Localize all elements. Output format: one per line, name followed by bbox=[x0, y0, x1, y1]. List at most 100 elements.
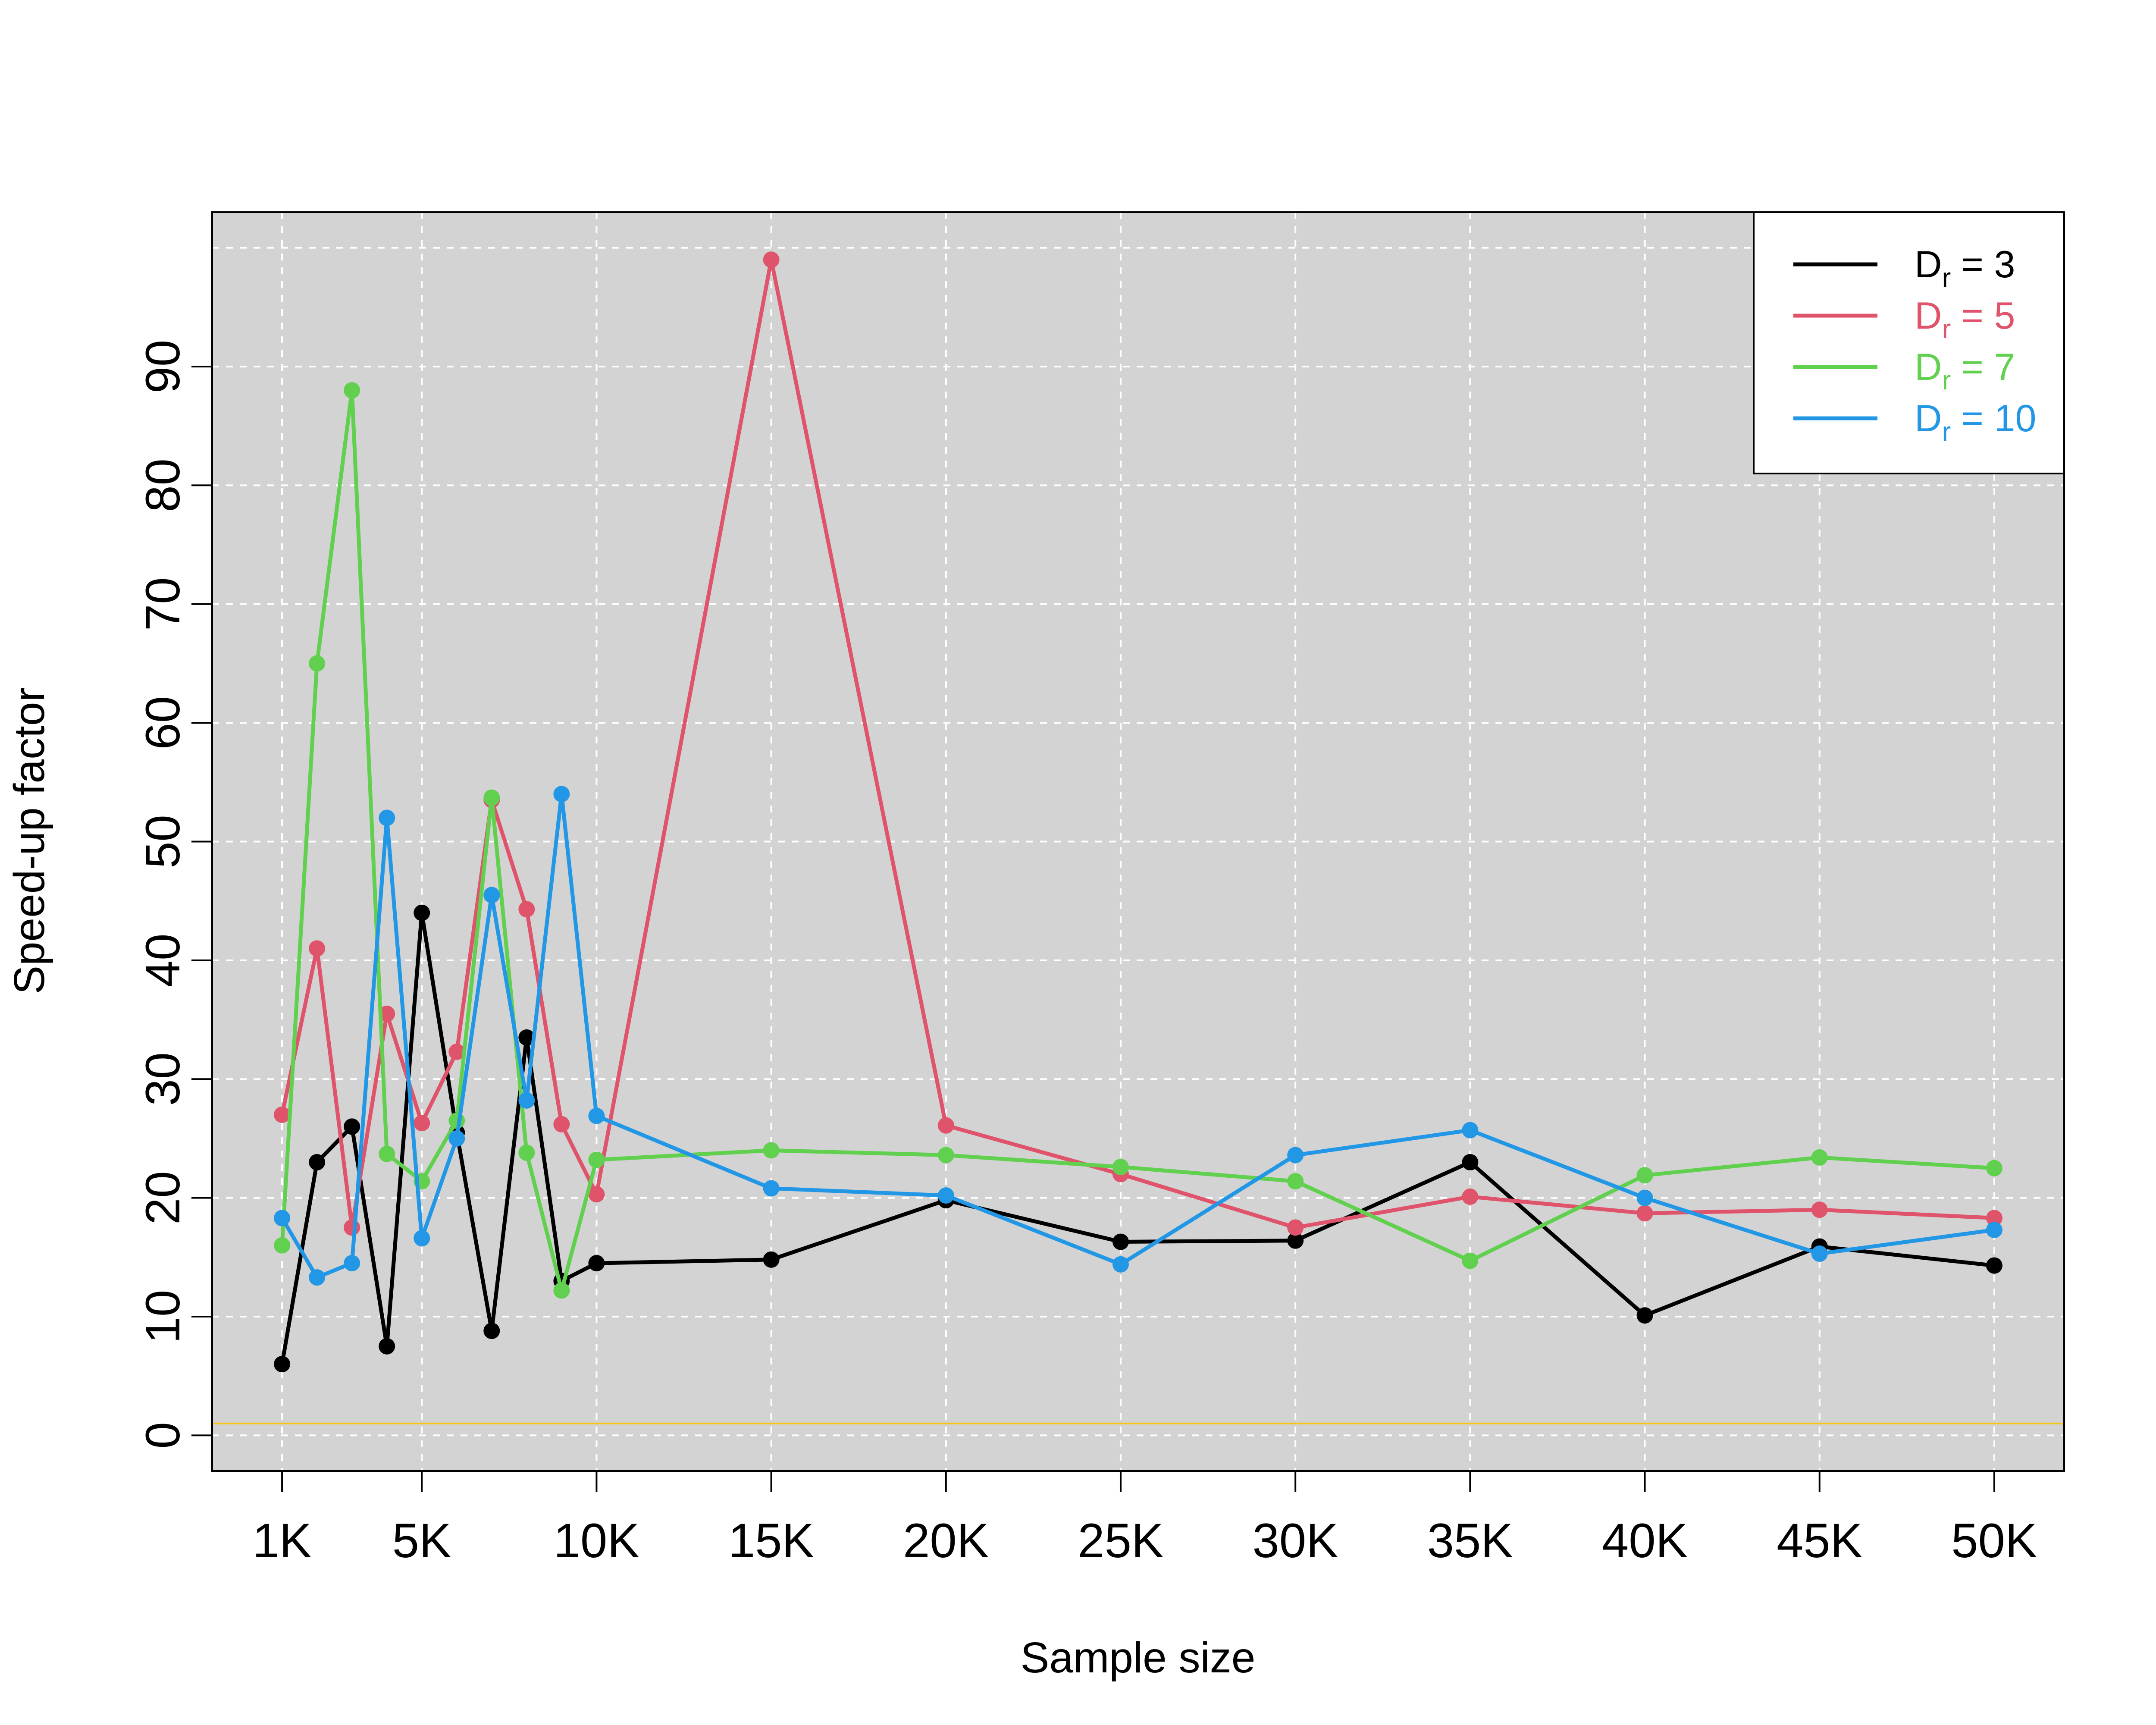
series-line bbox=[280, 911, 1995, 1364]
data-point bbox=[1462, 1188, 1479, 1205]
data-point bbox=[309, 1269, 326, 1286]
data-point bbox=[448, 1043, 465, 1060]
data-point bbox=[1112, 1159, 1129, 1176]
data-point bbox=[344, 1255, 360, 1272]
data-point bbox=[1287, 1219, 1304, 1236]
x-axis-label: Sample size bbox=[1021, 1634, 1256, 1682]
legend-label: Dr = 3 bbox=[1915, 243, 2015, 293]
data-point bbox=[414, 1230, 430, 1247]
data-point bbox=[553, 786, 570, 803]
y-axis-label: Speed-up factor bbox=[5, 687, 53, 994]
data-point bbox=[483, 887, 500, 903]
y-tick-label: 40 bbox=[136, 934, 190, 988]
data-point bbox=[309, 1154, 326, 1171]
legend-label: Dr = 10 bbox=[1915, 397, 2036, 447]
legend-box bbox=[1753, 211, 2065, 474]
y-tick-label: 20 bbox=[136, 1171, 190, 1225]
data-point bbox=[1112, 1256, 1129, 1273]
data-point bbox=[414, 1115, 430, 1132]
legend-item: Dr = 7 bbox=[1793, 345, 2015, 395]
data-point bbox=[588, 1107, 605, 1124]
data-point bbox=[588, 1151, 605, 1168]
series-line bbox=[280, 388, 1995, 1292]
legend: Dr = 3Dr = 5Dr = 7Dr = 10 bbox=[1753, 211, 2065, 474]
data-point bbox=[379, 809, 395, 826]
legend-label: Dr = 7 bbox=[1915, 345, 2015, 395]
x-tick-label: 50K bbox=[1951, 1514, 2037, 1568]
data-point bbox=[1462, 1122, 1479, 1138]
x-tick-label: 25K bbox=[1078, 1514, 1163, 1568]
legend-item: Dr = 5 bbox=[1793, 294, 2015, 344]
legend-item: Dr = 10 bbox=[1793, 397, 2036, 447]
data-point bbox=[483, 789, 500, 806]
x-tick-label: 35K bbox=[1427, 1514, 1513, 1568]
series-line bbox=[280, 792, 1995, 1280]
data-point bbox=[588, 1255, 605, 1272]
data-point bbox=[344, 1219, 360, 1236]
data-point bbox=[309, 940, 326, 957]
data-point bbox=[483, 1323, 500, 1339]
data-point bbox=[518, 1092, 535, 1109]
data-point bbox=[274, 1106, 291, 1123]
legend-item: Dr = 3 bbox=[1793, 243, 2015, 293]
x-tick-label: 1K bbox=[253, 1514, 312, 1568]
data-point bbox=[1811, 1201, 1828, 1218]
data-point bbox=[414, 904, 430, 921]
data-point bbox=[1287, 1232, 1304, 1249]
y-tick-label: 50 bbox=[136, 815, 190, 869]
data-point bbox=[1462, 1252, 1479, 1269]
data-point bbox=[1811, 1245, 1828, 1262]
y-tick-label: 90 bbox=[136, 340, 190, 394]
data-point bbox=[274, 1237, 291, 1254]
data-point bbox=[1636, 1189, 1653, 1206]
data-point bbox=[518, 1029, 535, 1046]
data-point bbox=[1462, 1154, 1479, 1171]
data-point bbox=[1986, 1210, 2002, 1226]
data-point bbox=[1636, 1307, 1653, 1324]
data-point bbox=[274, 1210, 291, 1226]
x-tick-label: 5K bbox=[392, 1514, 451, 1568]
data-point bbox=[1986, 1221, 2002, 1238]
x-tick-label: 30K bbox=[1253, 1514, 1338, 1568]
data-point bbox=[1811, 1149, 1828, 1166]
data-point bbox=[309, 655, 326, 672]
data-point bbox=[344, 382, 360, 399]
data-point bbox=[1287, 1147, 1304, 1164]
y-tick-label: 30 bbox=[136, 1052, 190, 1106]
data-point bbox=[763, 1142, 780, 1159]
data-point bbox=[379, 1005, 395, 1022]
data-point bbox=[1986, 1257, 2002, 1274]
x-axis: 1K 5K 10K 15K 20K 25K 30K 35K 40K 45K 50K bbox=[253, 1470, 2037, 1568]
y-tick-label: 80 bbox=[136, 458, 190, 512]
y-tick-label: 60 bbox=[136, 696, 190, 750]
data-point bbox=[518, 1144, 535, 1161]
data-point bbox=[1986, 1160, 2002, 1176]
series-7 bbox=[274, 382, 2002, 1299]
data-point bbox=[937, 1117, 954, 1134]
data-point bbox=[1287, 1173, 1304, 1190]
x-tick-label: 10K bbox=[554, 1514, 639, 1568]
legend-label: Dr = 5 bbox=[1915, 294, 2015, 344]
data-point bbox=[1636, 1167, 1653, 1184]
data-point bbox=[763, 1251, 780, 1268]
x-tick-label: 20K bbox=[903, 1514, 989, 1568]
data-point bbox=[448, 1130, 465, 1147]
data-point bbox=[344, 1118, 360, 1135]
x-tick-label: 45K bbox=[1777, 1514, 1862, 1568]
data-point bbox=[553, 1116, 570, 1132]
data-point bbox=[379, 1338, 395, 1355]
data-point bbox=[763, 251, 780, 268]
data-point bbox=[937, 1187, 954, 1204]
series-10 bbox=[274, 786, 2002, 1286]
data-point bbox=[553, 1282, 570, 1299]
data-point bbox=[763, 1180, 780, 1197]
data-point bbox=[937, 1147, 954, 1164]
y-tick-label: 10 bbox=[136, 1290, 190, 1344]
data-point bbox=[274, 1356, 291, 1373]
data-point bbox=[518, 901, 535, 918]
x-tick-label: 40K bbox=[1602, 1514, 1688, 1568]
y-tick-label: 0 bbox=[136, 1422, 190, 1449]
x-tick-label: 15K bbox=[728, 1514, 814, 1568]
y-tick-label: 70 bbox=[136, 577, 190, 631]
